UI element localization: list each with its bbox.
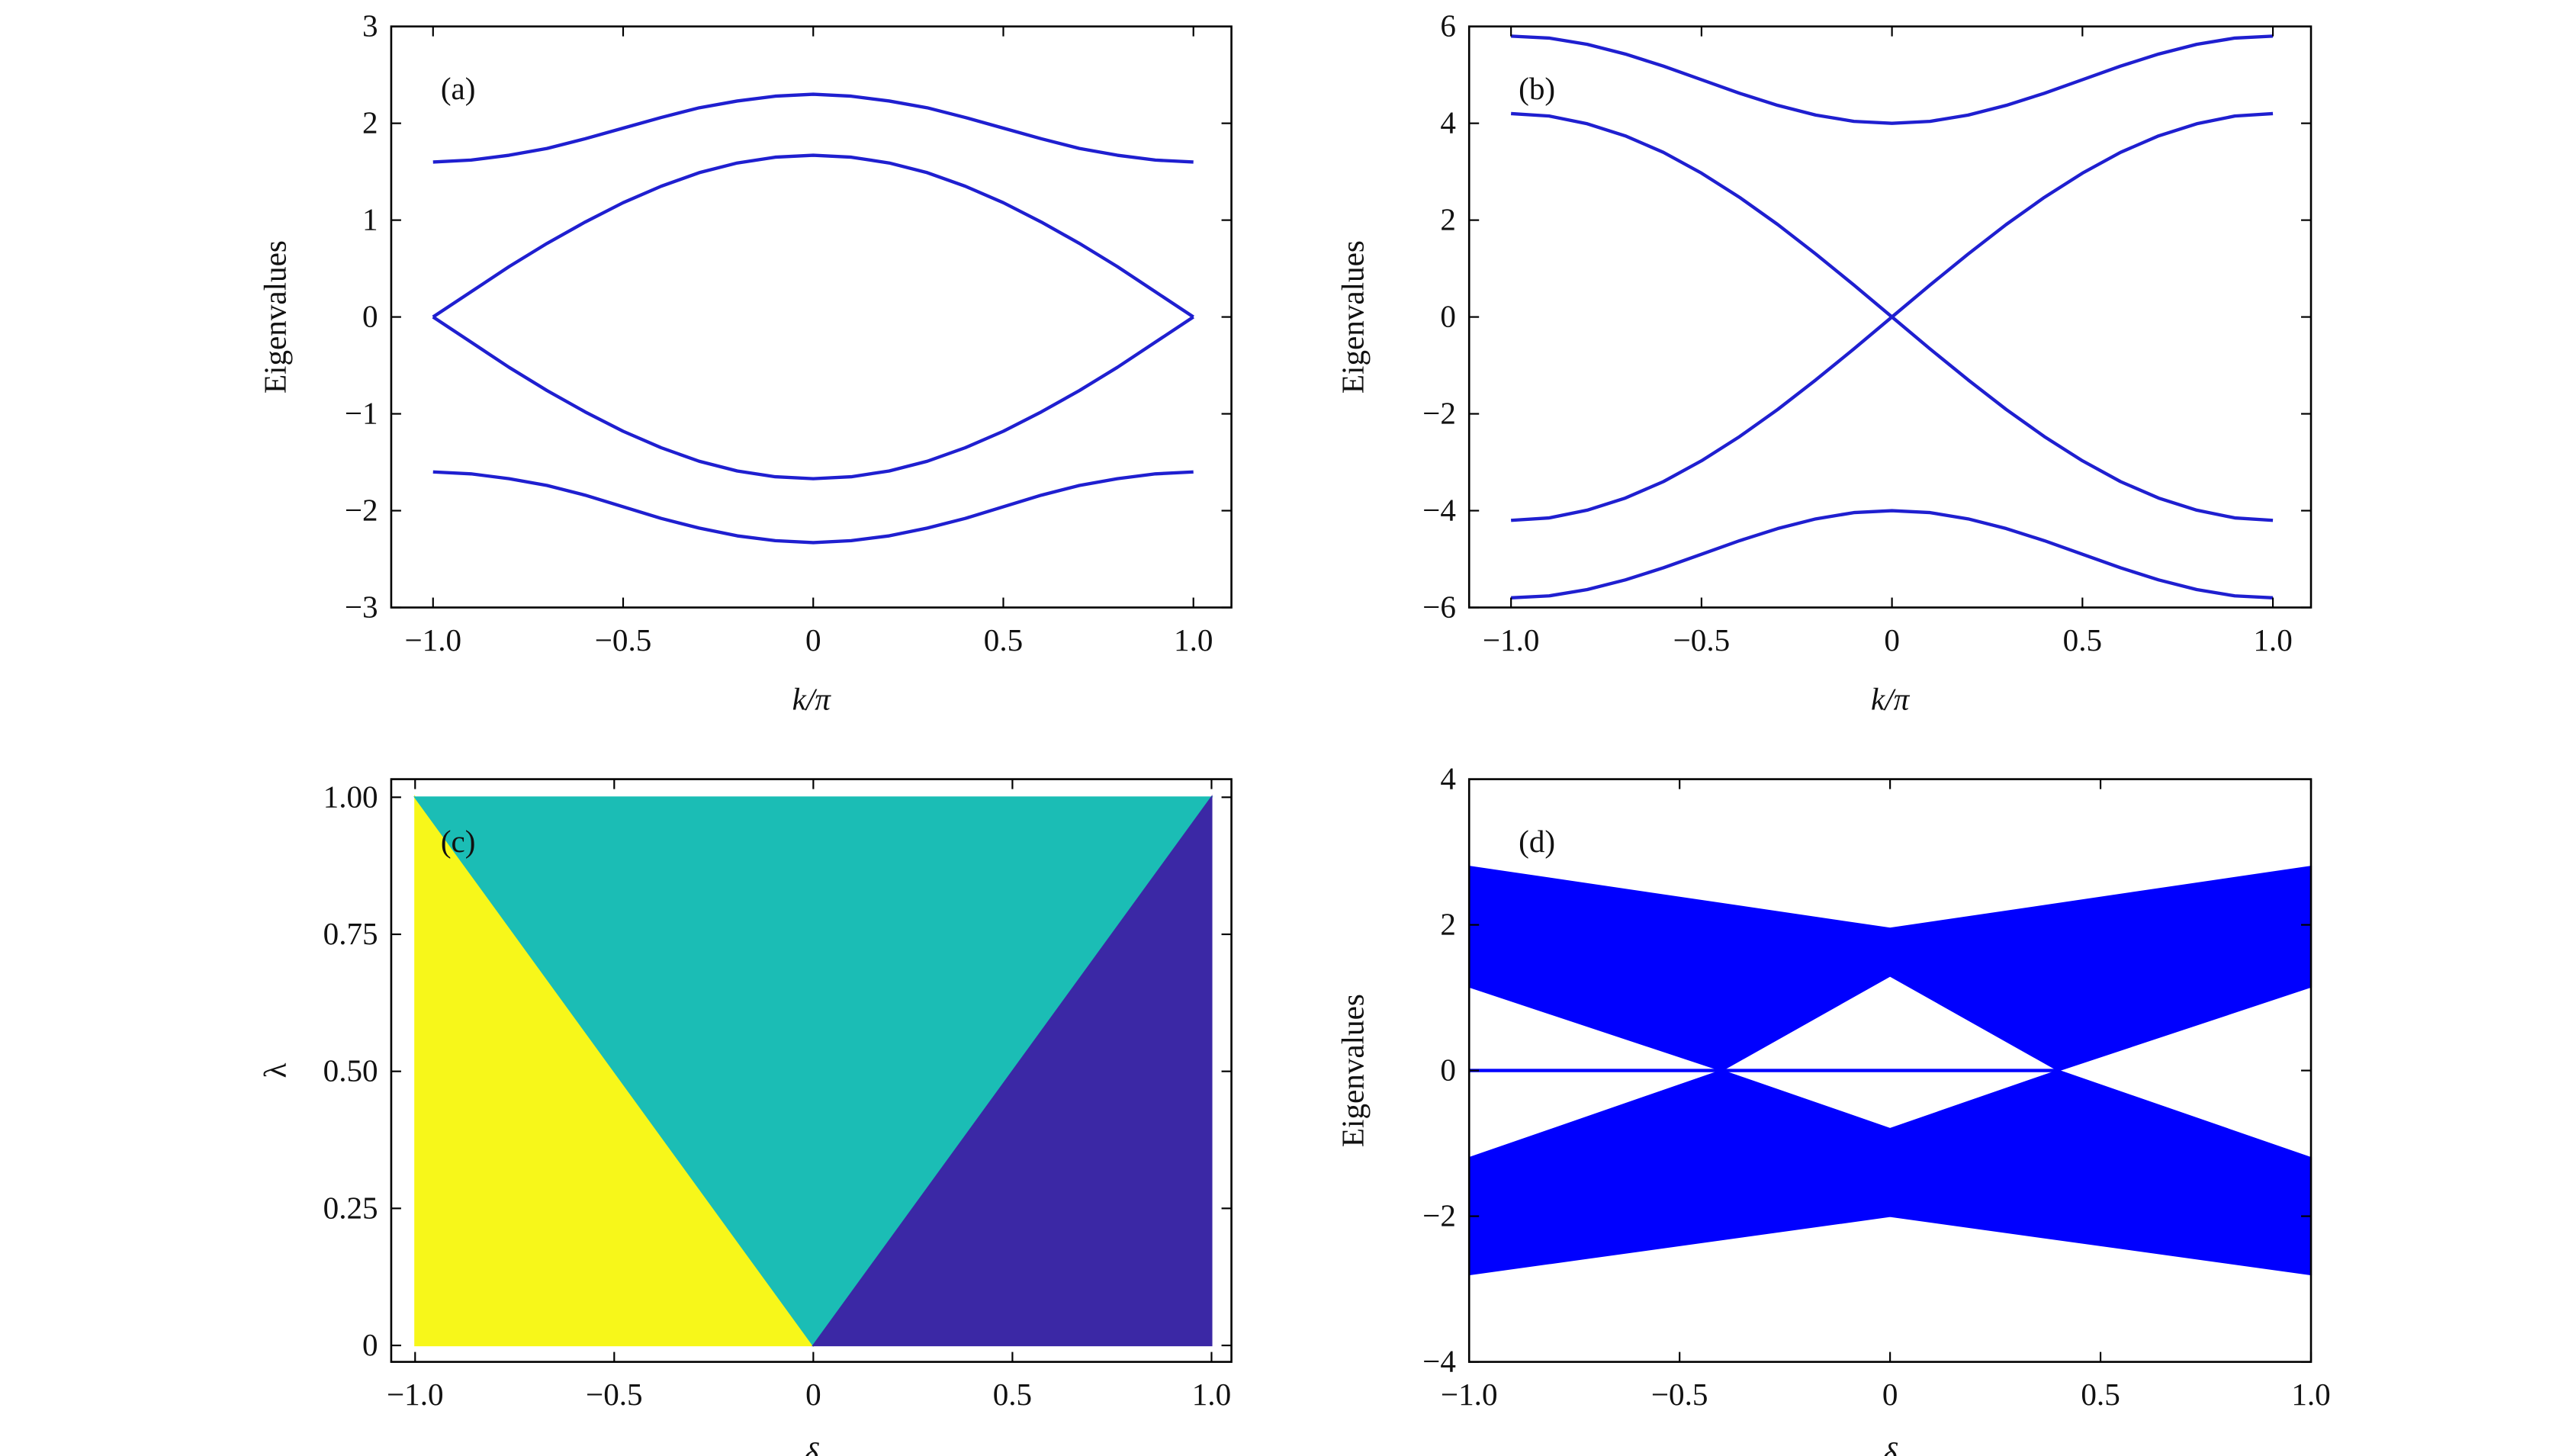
x-axis-label: δ xyxy=(804,1436,819,1456)
y-tick-label: 0 xyxy=(1440,299,1456,334)
x-tick-label: 0.5 xyxy=(2063,622,2102,657)
y-tick-label: 1 xyxy=(362,202,378,237)
x-tick-label: 0 xyxy=(1882,1377,1898,1412)
y-tick-label: 0 xyxy=(362,299,378,334)
y-tick-label: 1.00 xyxy=(323,779,378,814)
y-tick-label: −2 xyxy=(345,493,378,528)
y-tick-label: −2 xyxy=(1422,396,1456,431)
data-line xyxy=(1511,111,2274,522)
x-tick-label: −0.5 xyxy=(586,1377,643,1412)
x-tick-label: −0.5 xyxy=(595,622,652,657)
subplot: −1.0 −0.5 0 0.5 1.0 −3 −2 −1 0 1 2 3 k/π Eigenvalues (… xyxy=(257,8,1233,717)
data-line xyxy=(432,470,1194,545)
y-tick-label: 0 xyxy=(362,1327,378,1362)
data-line xyxy=(1511,509,2274,599)
x-axis-label: k/π xyxy=(792,682,832,717)
panel-label: (c) xyxy=(441,824,476,860)
x-axis-label: k/π xyxy=(1871,682,1911,717)
data-line xyxy=(432,315,1194,481)
y-tick-label: −3 xyxy=(345,589,378,624)
x-tick-label: 0 xyxy=(1884,622,1900,657)
data-line xyxy=(432,92,1194,164)
subplot: −1.0 −0.5 0 0.5 1.0 −6 −4 −2 0 2 4 6 k/π Eigenvalues (… xyxy=(1335,8,2313,717)
y-tick-label: −2 xyxy=(1422,1198,1456,1233)
data-line xyxy=(432,153,1194,319)
y-tick-label: 2 xyxy=(1440,907,1456,942)
x-tick-label: 0.5 xyxy=(984,622,1023,657)
x-tick-label: 0 xyxy=(805,1377,821,1412)
y-axis-label: Eigenvalues xyxy=(257,240,292,394)
axes-frame xyxy=(390,25,1233,609)
x-tick-label: 1.0 xyxy=(1174,622,1213,657)
x-axis-label: δ xyxy=(1883,1436,1898,1456)
y-tick-label: 0.25 xyxy=(323,1190,378,1225)
y-tick-label: 0 xyxy=(1440,1053,1456,1088)
data-line xyxy=(1511,34,2274,125)
y-tick-label: −6 xyxy=(1422,589,1456,624)
panel-label: (b) xyxy=(1519,71,1555,107)
x-tick-label: −0.5 xyxy=(1651,1377,1708,1412)
region xyxy=(812,794,1213,1347)
x-tick-label: −1.0 xyxy=(1441,1377,1498,1412)
subplot: −1.0 −0.5 0 0.5 1.0 −4 −2 0 2 4 δ Eigenvalues (d) xyxy=(1335,761,2331,1456)
x-tick-label: −1.0 xyxy=(1483,622,1540,657)
y-tick-label: 3 xyxy=(362,8,378,43)
region xyxy=(1468,865,2313,1072)
x-tick-label: −1.0 xyxy=(404,622,461,657)
y-tick-label: 0.75 xyxy=(323,916,378,951)
x-tick-label: −0.5 xyxy=(1673,622,1731,657)
y-axis-label: Eigenvalues xyxy=(1335,994,1371,1147)
y-tick-label: 2 xyxy=(1440,202,1456,237)
y-tick-label: −4 xyxy=(1422,1344,1456,1379)
y-tick-label: −4 xyxy=(1422,493,1456,528)
x-tick-label: −1.0 xyxy=(387,1377,444,1412)
panel-label: (a) xyxy=(441,71,476,107)
x-tick-label: 1.0 xyxy=(2253,622,2292,657)
y-tick-label: 0.50 xyxy=(323,1053,378,1088)
panel-label: (d) xyxy=(1519,824,1555,860)
y-tick-label: 2 xyxy=(362,105,378,140)
x-tick-label: 1.0 xyxy=(2291,1377,2330,1412)
x-tick-label: 1.0 xyxy=(1192,1377,1231,1412)
y-axis-label: Eigenvalues xyxy=(1335,240,1371,394)
region xyxy=(1468,1069,2313,1276)
x-tick-label: 0 xyxy=(805,622,821,657)
x-tick-label: 0.5 xyxy=(2081,1377,2120,1412)
y-axis-label: λ xyxy=(257,1063,292,1078)
y-tick-label: −1 xyxy=(345,396,378,431)
x-tick-label: 0.5 xyxy=(993,1377,1032,1412)
y-tick-label: 4 xyxy=(1440,761,1456,796)
y-tick-label: 4 xyxy=(1440,105,1456,140)
y-tick-label: 6 xyxy=(1440,8,1456,43)
